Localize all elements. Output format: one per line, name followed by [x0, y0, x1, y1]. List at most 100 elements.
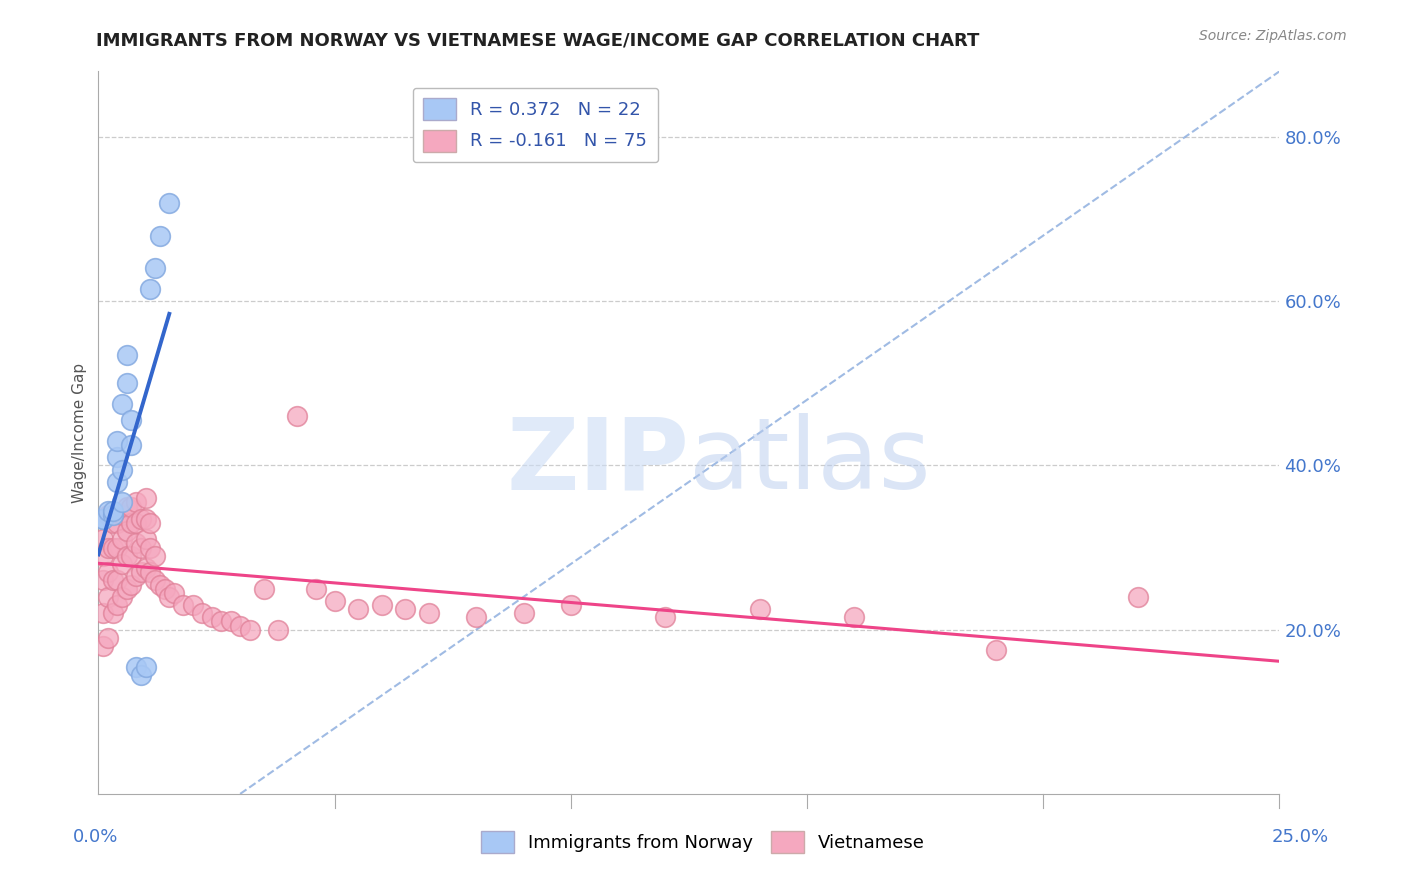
Point: [149, 228, 172, 243]
Point: [163, 585, 186, 599]
Point: [121, 516, 143, 530]
Point: [91, 549, 114, 563]
Point: [129, 541, 152, 555]
Text: atlas: atlas: [689, 413, 931, 510]
Point: [125, 495, 148, 509]
Point: [560, 598, 582, 612]
Point: [91, 574, 114, 588]
Point: [139, 565, 162, 579]
Point: [201, 610, 224, 624]
Point: [101, 541, 124, 555]
Text: Source: ZipAtlas.com: Source: ZipAtlas.com: [1199, 29, 1347, 43]
Legend: Immigrants from Norway, Vietnamese: Immigrants from Norway, Vietnamese: [474, 824, 932, 861]
Point: [115, 500, 138, 514]
Point: [121, 413, 143, 427]
Point: [157, 195, 180, 210]
Point: [844, 610, 866, 624]
Point: [139, 282, 162, 296]
Point: [115, 348, 138, 362]
Point: [984, 643, 1007, 657]
Point: [91, 512, 114, 526]
Point: [125, 536, 148, 550]
Y-axis label: Wage/Income Gap: Wage/Income Gap: [72, 362, 87, 503]
Point: [105, 475, 128, 489]
Point: [323, 594, 346, 608]
Point: [121, 500, 143, 514]
Point: [129, 668, 152, 682]
Text: 25.0%: 25.0%: [1272, 828, 1329, 846]
Text: 0.0%: 0.0%: [73, 828, 118, 846]
Point: [121, 438, 143, 452]
Point: [143, 261, 166, 276]
Point: [135, 491, 157, 506]
Point: [111, 462, 134, 476]
Point: [111, 397, 134, 411]
Point: [97, 590, 120, 604]
Point: [135, 533, 157, 547]
Point: [91, 639, 114, 653]
Point: [129, 565, 152, 579]
Point: [97, 565, 120, 579]
Point: [101, 503, 124, 517]
Point: [139, 541, 162, 555]
Point: [209, 615, 232, 629]
Point: [267, 623, 290, 637]
Point: [253, 582, 276, 596]
Point: [125, 659, 148, 673]
Point: [191, 607, 214, 621]
Point: [135, 561, 157, 575]
Point: [305, 582, 328, 596]
Point: [512, 607, 534, 621]
Text: IMMIGRANTS FROM NORWAY VS VIETNAMESE WAGE/INCOME GAP CORRELATION CHART: IMMIGRANTS FROM NORWAY VS VIETNAMESE WAG…: [96, 31, 979, 49]
Point: [105, 541, 128, 555]
Point: [101, 516, 124, 530]
Point: [181, 598, 204, 612]
Point: [748, 602, 770, 616]
Point: [111, 533, 134, 547]
Point: [125, 516, 148, 530]
Point: [105, 450, 128, 465]
Point: [125, 569, 148, 583]
Point: [172, 598, 194, 612]
Point: [105, 574, 128, 588]
Point: [1126, 590, 1149, 604]
Point: [143, 549, 166, 563]
Point: [153, 582, 176, 596]
Point: [97, 631, 120, 645]
Legend: R = 0.372   N = 22, R = -0.161   N = 75: R = 0.372 N = 22, R = -0.161 N = 75: [413, 87, 658, 162]
Point: [229, 618, 252, 632]
Point: [135, 659, 157, 673]
Point: [115, 524, 138, 538]
Point: [101, 508, 124, 522]
Point: [143, 574, 166, 588]
Point: [105, 598, 128, 612]
Point: [418, 607, 440, 621]
Point: [219, 615, 242, 629]
Point: [654, 610, 676, 624]
Point: [97, 508, 120, 522]
Point: [101, 607, 124, 621]
Point: [111, 495, 134, 509]
Point: [115, 376, 138, 391]
Point: [139, 516, 162, 530]
Point: [347, 602, 370, 616]
Point: [101, 574, 124, 588]
Point: [394, 602, 416, 616]
Point: [91, 607, 114, 621]
Point: [91, 533, 114, 547]
Point: [157, 590, 180, 604]
Point: [121, 577, 143, 591]
Point: [239, 623, 262, 637]
Point: [105, 434, 128, 448]
Point: [115, 582, 138, 596]
Point: [115, 549, 138, 563]
Point: [129, 512, 152, 526]
Point: [111, 557, 134, 571]
Point: [105, 516, 128, 530]
Text: ZIP: ZIP: [506, 413, 689, 510]
Point: [465, 610, 488, 624]
Point: [97, 541, 120, 555]
Point: [111, 590, 134, 604]
Point: [135, 512, 157, 526]
Point: [371, 598, 394, 612]
